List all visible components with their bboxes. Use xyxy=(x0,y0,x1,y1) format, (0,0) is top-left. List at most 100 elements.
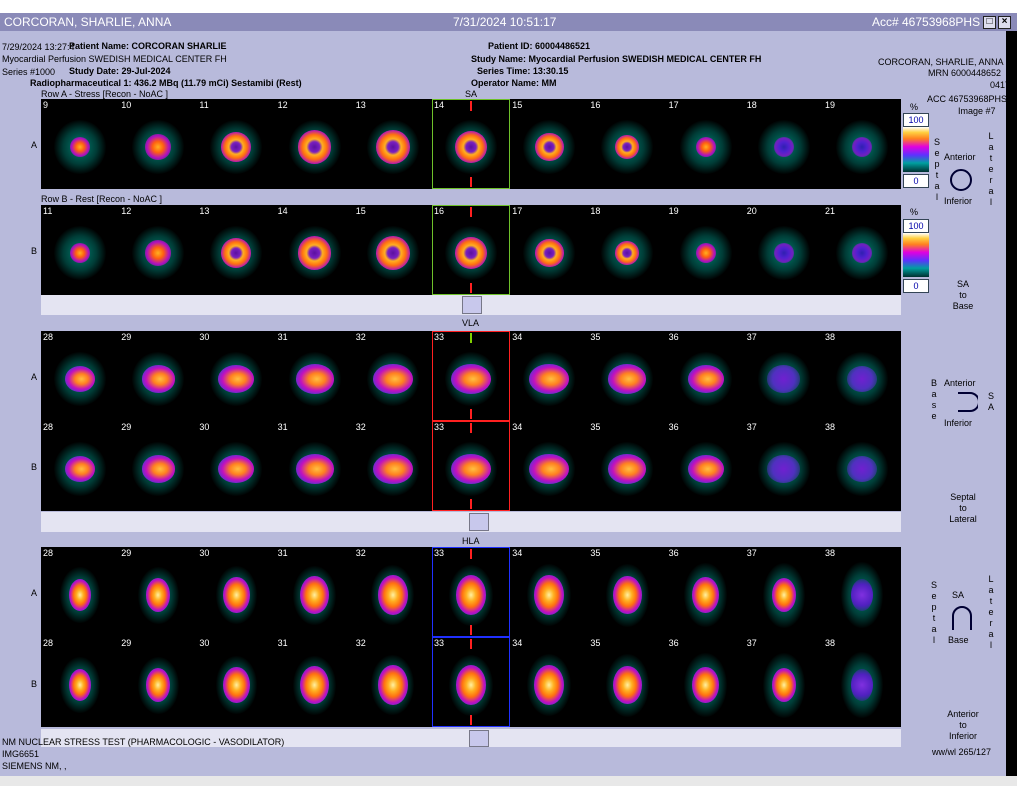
slice-cell[interactable]: 30 xyxy=(197,547,275,637)
vla-stress-strip[interactable]: 28 29 30 31 32 33 34 35 36 37 38 xyxy=(41,331,901,421)
slice-cell[interactable]: 36 xyxy=(667,421,745,511)
slice-cell[interactable]: 31 xyxy=(276,421,354,511)
slice-number: 16 xyxy=(434,206,445,216)
hla-stress-strip[interactable]: 28 29 30 31 32 33 34 35 36 37 38 xyxy=(41,547,901,637)
slice-cell[interactable]: 32 xyxy=(354,637,432,727)
colorbar-b-min-field[interactable]: 0 xyxy=(903,279,929,293)
slice-cell[interactable]: 17 xyxy=(510,205,588,295)
close-icon[interactable]: × xyxy=(998,16,1011,29)
slice-cell[interactable]: 11 xyxy=(197,99,275,189)
slice-cell[interactable]: 18 xyxy=(588,205,666,295)
slice-cell[interactable]: 19 xyxy=(823,99,901,189)
slice-cell[interactable]: 35 xyxy=(588,637,666,727)
slice-core xyxy=(529,364,569,394)
slice-cell[interactable]: 34 xyxy=(510,547,588,637)
slice-cell[interactable]: 17 xyxy=(667,99,745,189)
slice-cell[interactable]: 32 xyxy=(354,421,432,511)
slice-cell[interactable]: 28 xyxy=(41,637,119,727)
slice-cell[interactable]: 29 xyxy=(119,331,197,421)
overlay-radiopharmaceutical: Radiopharmaceutical 1: 436.2 MBq (11.79 … xyxy=(30,78,302,88)
slice-core xyxy=(847,366,877,392)
slice-cell[interactable]: 34 xyxy=(510,331,588,421)
slice-cell[interactable]: 32 xyxy=(354,547,432,637)
slice-cell[interactable]: 28 xyxy=(41,547,119,637)
vla-slice-slider-handle[interactable] xyxy=(469,513,489,531)
slice-cell[interactable]: 14 xyxy=(432,99,510,189)
slice-cell[interactable]: 32 xyxy=(354,331,432,421)
slice-cell[interactable]: 31 xyxy=(276,331,354,421)
slice-cell[interactable]: 38 xyxy=(823,331,901,421)
overlay-datetime: 7/29/2024 13:27:4 xyxy=(2,42,75,52)
slice-cell[interactable]: 16 xyxy=(588,99,666,189)
slice-number: 14 xyxy=(434,100,445,110)
slice-cell[interactable]: 38 xyxy=(823,637,901,727)
slice-cell[interactable]: 15 xyxy=(354,205,432,295)
slice-cell[interactable]: 20 xyxy=(745,205,823,295)
slice-cell[interactable]: 19 xyxy=(667,205,745,295)
overlay-right-age: 041Y xyxy=(990,80,1012,90)
slice-cell[interactable]: 16 xyxy=(432,205,510,295)
slice-cell[interactable]: 12 xyxy=(119,205,197,295)
slice-cell[interactable]: 33 xyxy=(432,331,510,421)
overlay-right-acc: ACC 46753968PHS xyxy=(927,94,1008,104)
slice-cell[interactable]: 31 xyxy=(276,547,354,637)
slice-cell[interactable]: 10 xyxy=(119,99,197,189)
colorbar-a-max-field[interactable]: 100 xyxy=(903,113,929,127)
slice-cell[interactable]: 30 xyxy=(197,421,275,511)
maximize-icon[interactable]: □ xyxy=(983,16,996,29)
slice-core xyxy=(375,236,410,270)
hla-slice-slider-handle[interactable] xyxy=(469,730,489,747)
slice-cell[interactable]: 18 xyxy=(745,99,823,189)
window-title-bar[interactable]: CORCORAN, SHARLIE, ANNA 7/31/2024 10:51:… xyxy=(0,13,1017,31)
slice-cell[interactable]: 33 xyxy=(432,637,510,727)
slice-cell[interactable]: 37 xyxy=(745,637,823,727)
sa-rest-strip[interactable]: 11 12 13 14 15 16 17 18 19 20 21 xyxy=(41,205,901,295)
slice-cell[interactable]: 38 xyxy=(823,547,901,637)
slice-cell[interactable]: 29 xyxy=(119,421,197,511)
slice-cell[interactable]: 36 xyxy=(667,331,745,421)
slice-cell[interactable]: 9 xyxy=(41,99,119,189)
slice-cell[interactable]: 37 xyxy=(745,547,823,637)
slice-cell[interactable]: 29 xyxy=(119,547,197,637)
colorbar-a-min-field[interactable]: 0 xyxy=(903,174,929,188)
slice-number: 34 xyxy=(512,548,523,558)
slice-cell[interactable]: 31 xyxy=(276,637,354,727)
slice-cell[interactable]: 30 xyxy=(197,637,275,727)
slice-cell[interactable]: 11 xyxy=(41,205,119,295)
slice-number: 33 xyxy=(434,548,445,558)
slice-cell[interactable]: 12 xyxy=(276,99,354,189)
slice-cell[interactable]: 34 xyxy=(510,637,588,727)
slice-number: 31 xyxy=(277,422,288,432)
colorbar-b-max-field[interactable]: 100 xyxy=(903,219,929,233)
slice-cell[interactable]: 14 xyxy=(276,205,354,295)
slice-cell[interactable]: 13 xyxy=(354,99,432,189)
slice-number: 28 xyxy=(43,638,54,648)
slice-cell[interactable]: 21 xyxy=(823,205,901,295)
slice-cell[interactable]: 36 xyxy=(667,547,745,637)
slice-cell[interactable]: 30 xyxy=(197,331,275,421)
sa-stress-strip[interactable]: 9 10 11 12 13 14 15 16 17 18 19 xyxy=(41,99,901,189)
slice-cell[interactable]: 38 xyxy=(823,421,901,511)
slice-cell[interactable]: 28 xyxy=(41,421,119,511)
sa-ring-icon xyxy=(950,169,972,191)
slice-core xyxy=(145,577,171,613)
slice-cell[interactable]: 15 xyxy=(510,99,588,189)
slice-cell[interactable]: 35 xyxy=(588,331,666,421)
slice-cell[interactable]: 33 xyxy=(432,421,510,511)
slice-cell[interactable]: 35 xyxy=(588,547,666,637)
slice-cell[interactable]: 13 xyxy=(197,205,275,295)
slice-cell[interactable]: 35 xyxy=(588,421,666,511)
slice-cell[interactable]: 37 xyxy=(745,421,823,511)
slice-cell[interactable]: 36 xyxy=(667,637,745,727)
hla-rest-strip[interactable]: 28 29 30 31 32 33 34 35 36 37 38 xyxy=(41,637,901,727)
slice-number: 32 xyxy=(355,422,366,432)
slice-cell[interactable]: 37 xyxy=(745,331,823,421)
slice-cell[interactable]: 34 xyxy=(510,421,588,511)
sa-slice-slider-handle[interactable] xyxy=(462,296,482,314)
vla-rest-strip[interactable]: 28 29 30 31 32 33 34 35 36 37 38 xyxy=(41,421,901,511)
slice-number: 33 xyxy=(434,332,445,342)
slice-cell[interactable]: 29 xyxy=(119,637,197,727)
slice-cell[interactable]: 28 xyxy=(41,331,119,421)
slice-core xyxy=(771,577,797,613)
slice-cell[interactable]: 33 xyxy=(432,547,510,637)
